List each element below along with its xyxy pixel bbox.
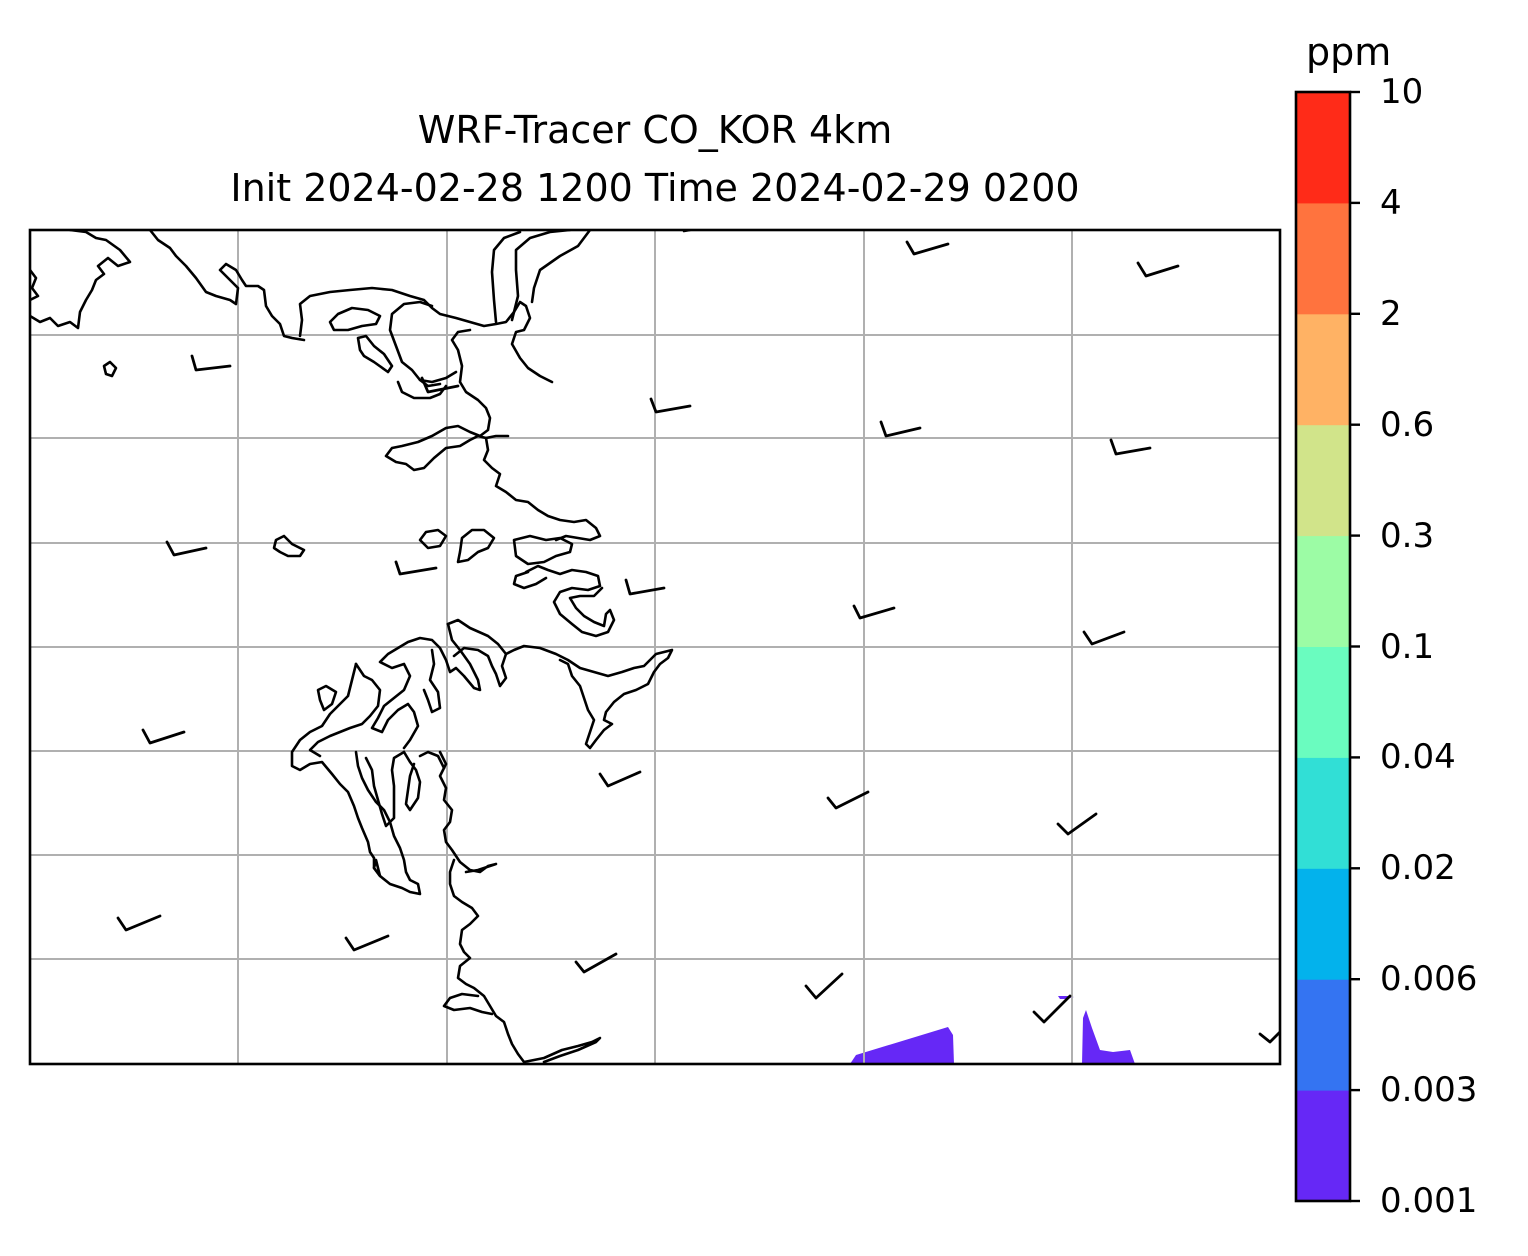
wind-barb [879,420,922,438]
wind-barb [165,540,208,557]
concentration-areas [850,996,1135,1064]
colorbar-bin [1296,92,1350,204]
colorbar-tick-label: 4 [1380,182,1402,223]
wind-barb [1136,261,1180,278]
colorbar-tick-label: 0.003 [1380,1070,1478,1111]
colorbar-tick-label: 2 [1380,293,1402,334]
wind-barb [420,376,460,394]
colorbar-tick-label: 0.04 [1380,737,1456,778]
concentration-area [1082,1010,1135,1064]
map-subtitle: Init 2024-02-28 1200 Time 2024-02-29 020… [230,166,1080,210]
wind-barb [1082,630,1126,646]
map-gridlines [30,230,1280,1064]
colorbar-tick-label: 0.006 [1380,959,1478,1000]
wind-barb [574,952,618,974]
colorbar-bin [1296,979,1350,1091]
concentration-area [850,1027,954,1064]
colorbar-bin [1296,646,1350,758]
wind-barb [905,240,950,256]
colorbar-tick-label: 10 [1380,72,1424,112]
colorbar-frame [1294,90,1352,1203]
colorbar-bin [1296,757,1350,869]
wind-barb [649,397,692,414]
colorbar-bin [1296,535,1350,647]
wind-barb [1056,812,1098,836]
wind-barb [852,604,896,620]
wind-barb [624,578,666,596]
colorbar-bin [1296,1090,1350,1202]
wind-barb [598,770,642,788]
wind-barb [1032,994,1072,1024]
wind-barbs [116,240,1280,1044]
wind-barb [826,790,870,810]
wind-barb [394,560,438,576]
wind-barb [1109,438,1152,456]
colorbar-bin [1296,202,1350,315]
wind-barb [116,914,162,932]
wind-barb [1258,1030,1280,1044]
colorbar-tick-label: 0.001 [1380,1181,1478,1221]
colorbar-tick-label: 0.3 [1380,515,1435,556]
colorbar-bin [1296,424,1350,537]
wind-barb [804,972,844,1000]
colorbar-unit: ppm [1306,30,1392,74]
map-frame [28,228,1282,1066]
wind-barb [344,934,390,952]
colorbar-tick-label: 0.02 [1380,848,1456,889]
colorbar-tick-label: 0.1 [1380,626,1435,667]
colorbar [1296,90,1360,1203]
colorbar-tick-label: 0.6 [1380,404,1435,445]
colorbar-bin [1296,868,1350,980]
colorbar-bin [1296,313,1350,426]
wind-barb [190,354,232,372]
wind-barb [141,728,186,745]
map-title: WRF-Tracer CO_KOR 4km [417,108,893,152]
